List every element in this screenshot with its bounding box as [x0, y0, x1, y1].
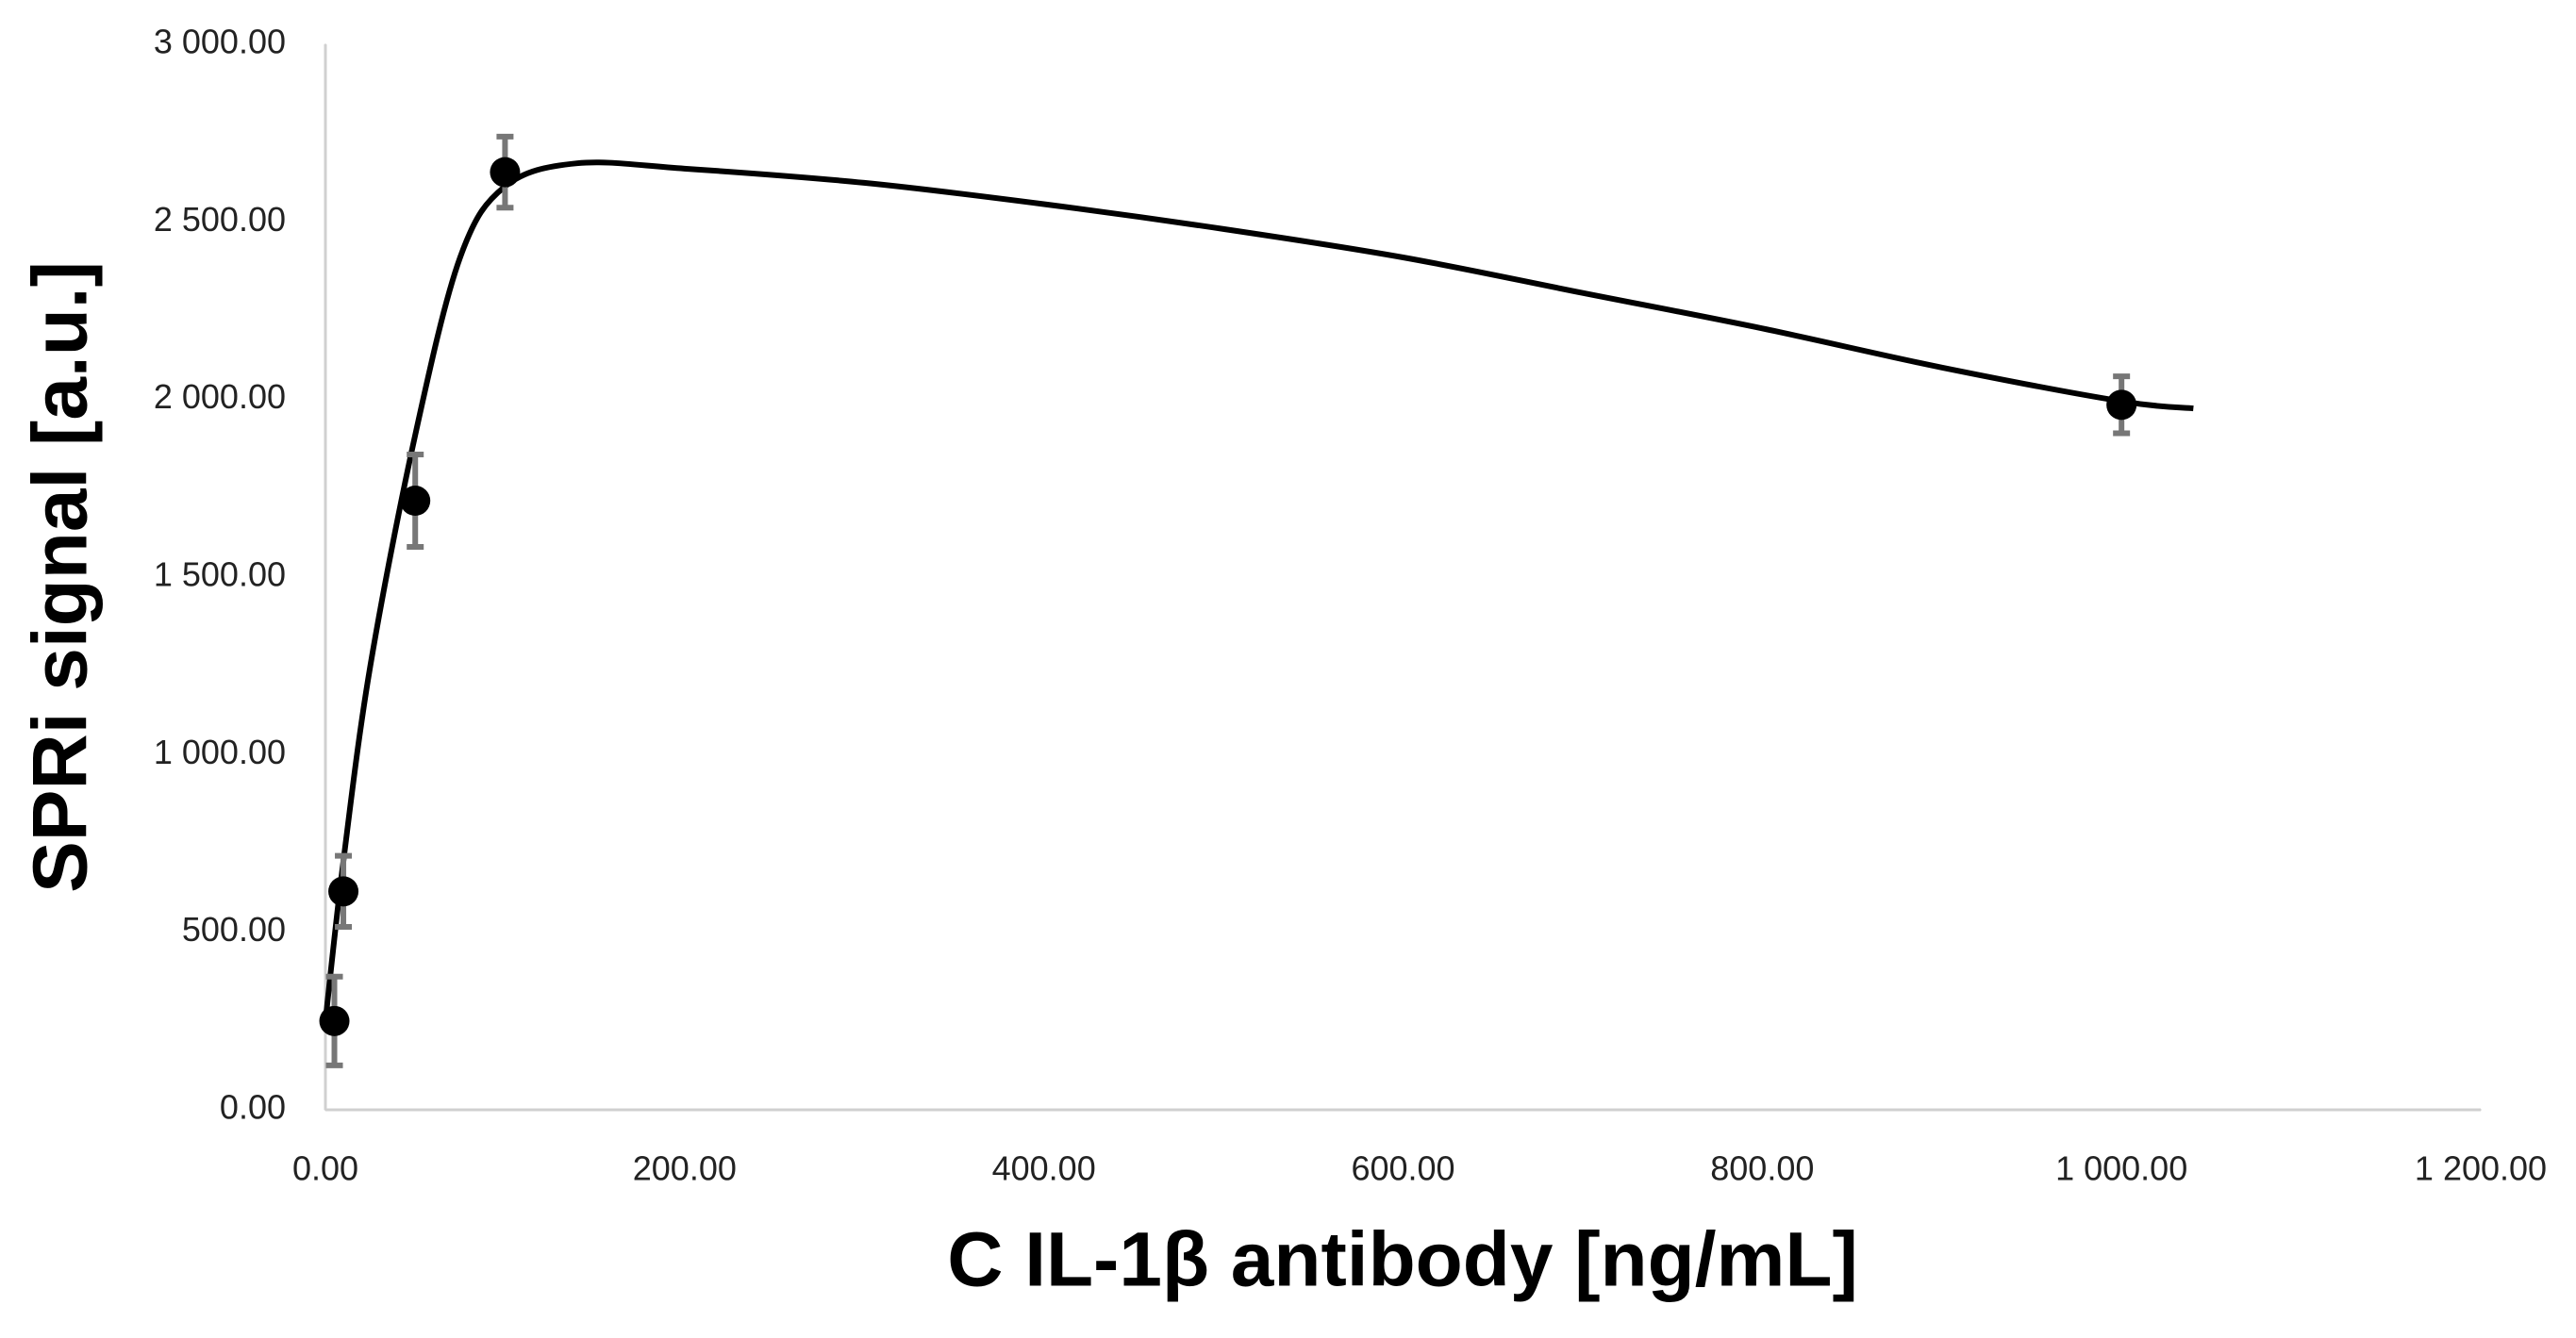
y-tick-label: 2 500.00	[154, 200, 286, 239]
data-point	[319, 1005, 350, 1036]
x-tick-label: 1 200.00	[2415, 1149, 2547, 1188]
x-tick-label: 0.00	[292, 1149, 358, 1188]
x-axis-title: C IL-1β antibody [ng/mL]	[947, 1217, 1858, 1303]
data-point	[400, 486, 431, 517]
fit-curve	[323, 159, 2194, 1022]
y-tick-label: 1 000.00	[154, 733, 286, 771]
y-tick-label: 0.00	[220, 1088, 286, 1127]
x-tick-label: 400.00	[992, 1149, 1096, 1188]
data-point	[2106, 389, 2137, 421]
x-tick-label: 200.00	[633, 1149, 737, 1188]
x-tick-label: 600.00	[1351, 1149, 1454, 1188]
data-point	[328, 876, 359, 907]
x-tick-label: 800.00	[1710, 1149, 1814, 1188]
y-axis-title: SPRi signal [a.u.]	[18, 261, 104, 893]
y-tick-label: 1 500.00	[154, 555, 286, 594]
y-tick-label: 500.00	[182, 910, 286, 949]
x-tick-label: 1 000.00	[2055, 1149, 2187, 1188]
data-point	[490, 157, 521, 188]
y-tick-label: 3 000.00	[154, 23, 286, 61]
y-tick-label: 2 000.00	[154, 377, 286, 416]
